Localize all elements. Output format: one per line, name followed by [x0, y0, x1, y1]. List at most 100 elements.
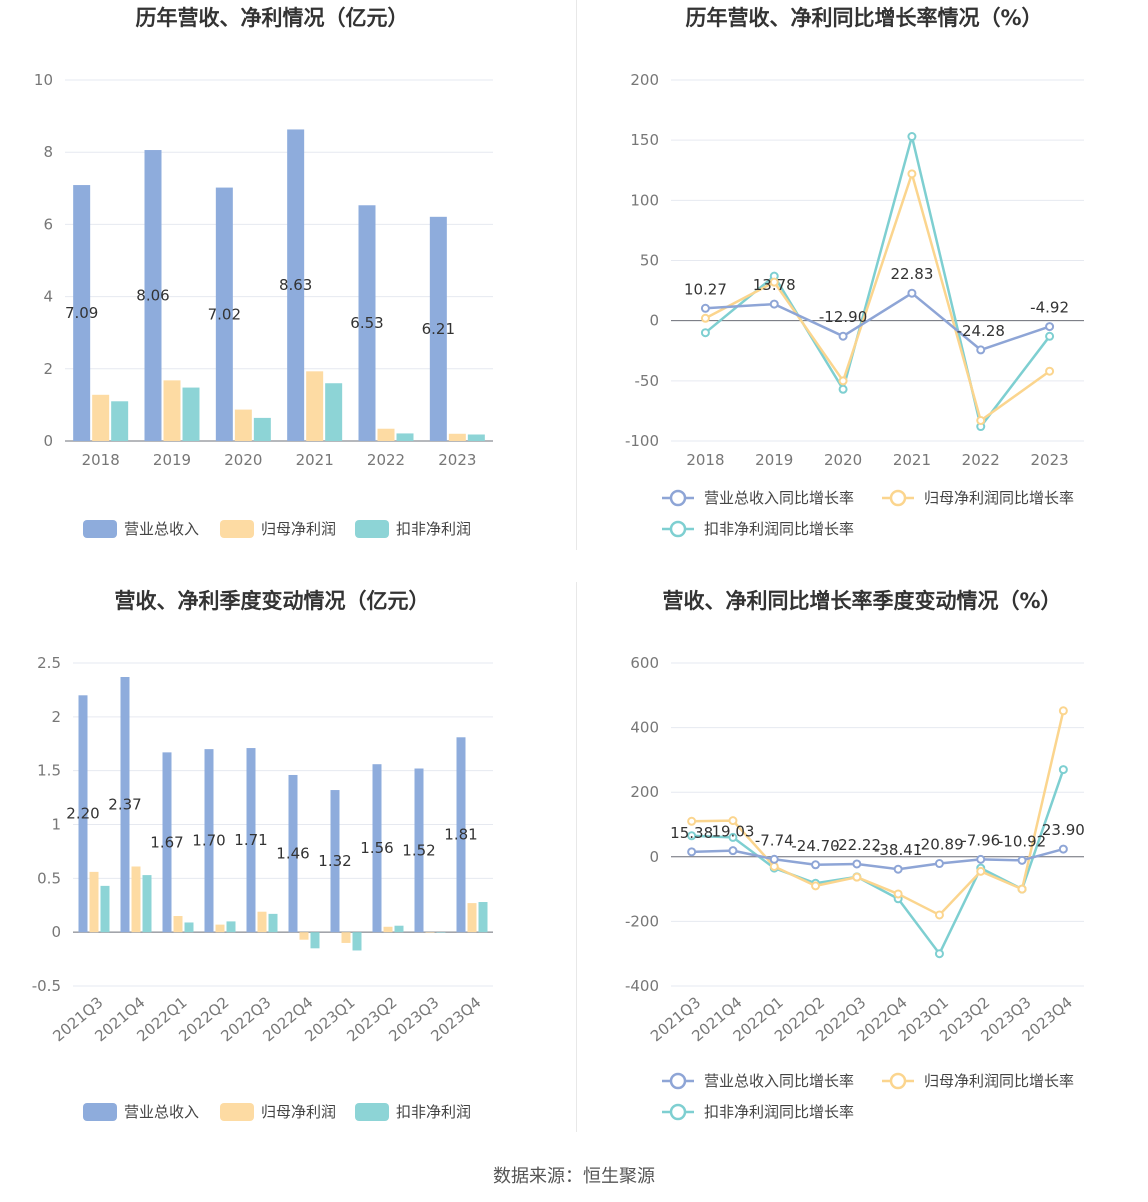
legend-swatch	[355, 1103, 389, 1121]
series-line	[691, 847, 1064, 871]
data-point	[893, 864, 903, 874]
data-point	[1045, 322, 1055, 332]
bar-data-label: 1.70	[192, 832, 225, 850]
y-tick-label: 50	[640, 252, 659, 270]
bar	[467, 434, 485, 441]
legend-swatch	[220, 520, 254, 538]
data-point	[700, 328, 710, 338]
data-point	[1017, 884, 1027, 894]
legend-marker	[889, 489, 907, 507]
bar	[268, 913, 278, 933]
bar	[383, 926, 393, 933]
bar	[73, 185, 91, 441]
x-tick-label: 2019	[153, 451, 191, 469]
line-data-label: -12.90	[819, 308, 867, 326]
line-data-label: -4.92	[1030, 299, 1069, 317]
chart-title: 历年营收、净利同比增长率情况（%）	[685, 6, 1042, 30]
y-tick-label: 0	[649, 312, 659, 330]
data-point	[1058, 844, 1068, 854]
bar	[246, 748, 256, 933]
bar-data-label: 8.06	[136, 287, 169, 305]
x-tick-label: 2022	[367, 451, 405, 469]
bar	[78, 695, 88, 933]
legend-label: 扣非净利润同比增长率	[704, 520, 854, 538]
bar-data-label: 1.32	[318, 852, 351, 870]
legend-swatch	[83, 1103, 117, 1121]
data-point	[1045, 366, 1055, 376]
x-tick-label: 2021	[893, 451, 931, 469]
y-tick-label: 150	[630, 131, 659, 149]
x-tick-label: 2019	[755, 451, 793, 469]
legend-marker	[669, 520, 687, 538]
y-tick-label: -50	[635, 372, 660, 390]
bar-data-label: 2.20	[66, 805, 99, 823]
bar	[467, 903, 477, 933]
line-data-label: -24.28	[957, 322, 1005, 340]
chart-title: 营收、净利季度变动情况（亿元）	[115, 589, 430, 613]
data-point	[700, 303, 710, 313]
bar	[478, 902, 488, 933]
data-point	[907, 288, 917, 298]
vertical-divider	[576, 0, 577, 550]
y-tick-label: 1.5	[37, 762, 61, 780]
legend-marker	[669, 1103, 687, 1121]
data-point	[1058, 706, 1068, 716]
y-tick-label: -100	[625, 432, 659, 450]
bar	[372, 764, 382, 933]
quarterly-growth-svg: 营收、净利同比增长率季度变动情况（%） -400-200020040060020…	[625, 589, 1085, 1121]
bar	[287, 129, 305, 441]
data-point	[934, 859, 944, 869]
x-tick-label: 2022	[962, 451, 1000, 469]
data-point	[728, 816, 738, 826]
data-point	[728, 832, 738, 842]
legend-label: 归母净利润	[261, 1103, 336, 1121]
bar	[396, 433, 414, 441]
data-point	[1045, 331, 1055, 341]
line-data-label: 22.83	[890, 265, 933, 283]
legend-label: 归母净利润同比增长率	[924, 1072, 1074, 1090]
data-point	[838, 376, 848, 386]
legend-label: 营业总收入	[124, 520, 199, 538]
y-tick-label: 100	[630, 191, 659, 209]
bar	[358, 205, 376, 441]
data-point	[700, 313, 710, 323]
bar	[414, 768, 424, 933]
y-tick-label: 2	[51, 708, 61, 726]
data-point	[907, 132, 917, 142]
legend-label: 归母净利润同比增长率	[924, 489, 1074, 507]
data-point	[934, 949, 944, 959]
data-point	[811, 881, 821, 891]
bar	[162, 752, 172, 933]
bar-data-label: 7.09	[65, 304, 98, 322]
y-tick-label: 0	[51, 923, 61, 941]
x-tick-label: 2018	[686, 451, 724, 469]
bar	[144, 150, 162, 441]
line-data-label: -7.96	[961, 831, 1000, 849]
line-data-label: -38.41	[874, 841, 922, 859]
bar	[204, 749, 214, 933]
data-point	[728, 846, 738, 856]
bar-data-label: 6.53	[350, 314, 383, 332]
data-point	[811, 860, 821, 870]
bar	[377, 428, 395, 441]
bar	[257, 911, 267, 933]
y-tick-label: 0.5	[37, 869, 61, 887]
y-tick-label: 200	[630, 71, 659, 89]
bar	[182, 387, 200, 441]
data-point	[976, 416, 986, 426]
data-point	[687, 847, 697, 857]
bar-data-label: 2.37	[108, 796, 141, 814]
x-tick-label: 2021	[296, 451, 334, 469]
bar	[163, 380, 181, 441]
x-tick-label: 2023	[438, 451, 476, 469]
legend-marker	[889, 1072, 907, 1090]
bar	[215, 924, 225, 933]
data-point	[907, 169, 917, 179]
y-tick-label: 10	[34, 71, 53, 89]
bar	[120, 676, 130, 933]
x-tick-label: 2020	[224, 451, 262, 469]
line-data-label: -10.92	[998, 832, 1046, 850]
bar	[131, 866, 141, 933]
data-point	[769, 299, 779, 309]
y-tick-label: 2	[43, 360, 53, 378]
